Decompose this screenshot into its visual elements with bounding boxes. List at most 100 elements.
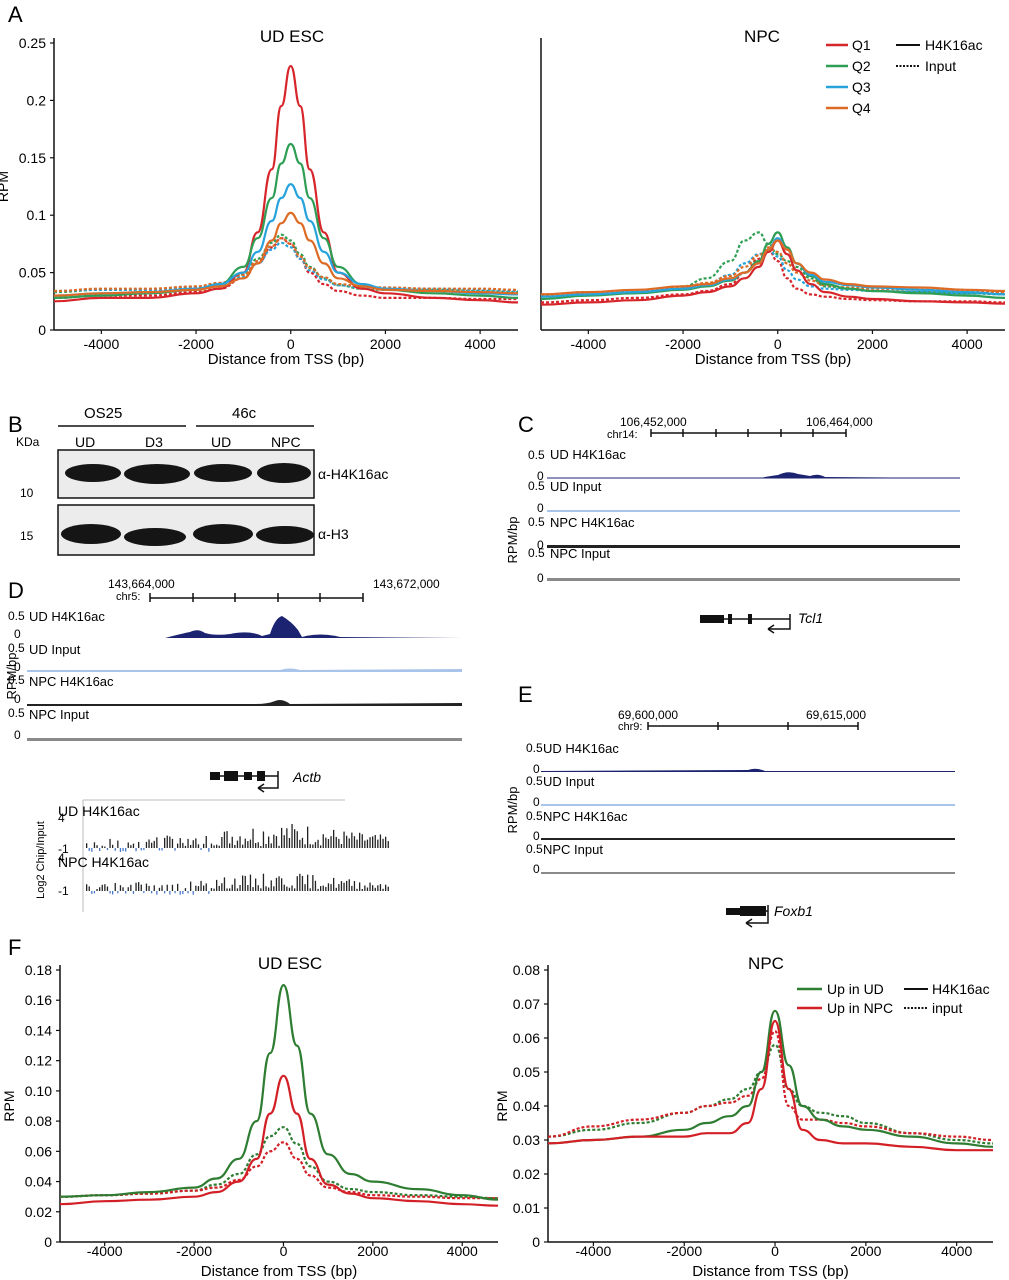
tracks-d-coord-right: 143,672,000 <box>373 577 440 591</box>
log-bar <box>273 834 275 848</box>
series-line-q1-input <box>540 248 1006 304</box>
tracks-c-ymax-2: 0.5 <box>528 479 545 493</box>
y-tick-label: 0 <box>44 1234 52 1250</box>
log-bar <box>135 882 137 891</box>
tracks-c-signal-npc-input <box>547 578 960 581</box>
tracks-d-ymin-4: 0 <box>14 728 21 742</box>
log-bar <box>372 836 374 848</box>
tracks-d-chrom: chr5: <box>116 591 140 603</box>
log-bar <box>314 842 317 848</box>
log-bar <box>288 887 291 891</box>
x-axis-label: Distance from TSS (bp) <box>208 351 364 368</box>
tracks-e-gene-exon <box>740 906 766 916</box>
log-bar <box>377 885 379 891</box>
log-bar <box>286 886 288 891</box>
log-bar <box>213 888 215 891</box>
y-tick-label: 0.16 <box>25 992 52 1008</box>
log-bar <box>247 885 249 891</box>
blot-band-h3-1 <box>61 524 121 544</box>
log-bar <box>325 837 327 848</box>
panel-label-a: A <box>8 2 23 27</box>
log-bar <box>109 891 111 894</box>
panel-label-d: D <box>8 578 24 603</box>
log-bar <box>257 842 259 848</box>
tracks-e: 69,600,000 69,615,000 chr9: RPM/bp 0.5 0… <box>505 708 955 928</box>
log-bar <box>382 888 384 891</box>
log-bar <box>307 826 309 848</box>
log-bar <box>221 837 223 848</box>
log-bar <box>143 891 145 894</box>
chart-f-npc: -4000 -2000 0 2000 4000 0 0.01 0.02 0.03 0.04 0.05… <box>494 954 994 1280</box>
blot-lane-2: D3 <box>145 434 163 450</box>
x-tick-label: -4000 <box>570 336 606 352</box>
log-bar <box>127 842 129 848</box>
log-bar <box>93 891 96 894</box>
tracks-e-ymax-2: 0.5 <box>526 774 543 788</box>
y-tick-label: 0.12 <box>25 1053 52 1069</box>
log-bar <box>112 844 114 848</box>
tracks-e-label-ud-input: UD Input <box>543 774 595 789</box>
log-bar <box>338 838 340 848</box>
log-bar <box>104 884 106 891</box>
tracks-e-ymin-2: 0 <box>533 795 540 809</box>
log-bar <box>309 844 311 848</box>
log-bar <box>104 846 106 848</box>
log-bar <box>143 848 145 851</box>
x-tick-label: -2000 <box>178 336 214 352</box>
blot-group-46c: 46c <box>232 405 257 422</box>
tracks-d-label-npc-h4k16ac: NPC H4K16ac <box>29 674 114 689</box>
log-bar <box>231 884 233 891</box>
log-bar <box>379 884 382 891</box>
log-bar <box>257 885 259 891</box>
log-bar <box>88 848 90 851</box>
log-bar <box>252 828 254 848</box>
tracks-e-chrom: chr9: <box>618 721 642 733</box>
x-tick-label: 2000 <box>357 1243 388 1259</box>
tracks-d-gene-exon <box>257 771 265 781</box>
y-tick-label: 0.25 <box>19 35 46 51</box>
log-bar <box>387 841 389 848</box>
log-bar <box>346 835 348 848</box>
tracks-d-ymax-2: 0.5 <box>8 641 25 655</box>
log-bar <box>270 843 272 848</box>
blot-antibody-h4k16ac: α-H4K16ac <box>318 466 388 482</box>
tracks-d-ymin-2: 0 <box>14 660 21 674</box>
log-bar <box>192 891 194 895</box>
log-bar <box>379 834 382 848</box>
tracks-e-ymin-1: 0 <box>533 762 540 776</box>
log-bar <box>130 845 132 848</box>
blot-band-h4-4 <box>257 463 311 483</box>
log-bar <box>296 876 298 891</box>
log-bar <box>93 842 96 848</box>
log-bar <box>164 837 166 848</box>
tracks-e-coord-left: 69,600,000 <box>618 708 678 722</box>
log-bar <box>283 884 285 891</box>
log-bar <box>364 840 366 848</box>
y-tick-label: 0.06 <box>25 1143 52 1159</box>
legend-a-label-q3: Q3 <box>852 79 871 95</box>
x-tick-label: -2000 <box>666 1243 702 1259</box>
log-bar <box>127 887 129 891</box>
log-bar <box>169 891 171 895</box>
x-tick-label: 4000 <box>465 336 496 352</box>
log-bar <box>86 884 88 891</box>
log-bar <box>343 831 345 848</box>
log-bar <box>359 882 361 891</box>
log-bar <box>229 888 231 891</box>
blot-band-h3-3 <box>193 524 253 544</box>
tracks-e-gene-name: Foxb1 <box>774 903 813 919</box>
series-line-q1-input <box>53 237 518 301</box>
x-tick-label: 0 <box>287 336 295 352</box>
log-bar <box>260 846 262 848</box>
log-bar <box>273 886 275 891</box>
tracks-c-coord-left: 106,452,000 <box>620 415 687 429</box>
legend-a-label-dashed: Input <box>925 58 956 74</box>
tracks-e-label-npc-input: NPC Input <box>543 842 603 857</box>
y-tick-label: 0.14 <box>25 1022 52 1038</box>
log-bar <box>255 843 257 848</box>
log-bar <box>99 887 101 891</box>
tracks-e-scale-ticks <box>647 722 859 730</box>
log-bar <box>262 873 265 891</box>
log-bar <box>101 845 103 848</box>
log-bar <box>294 888 296 891</box>
